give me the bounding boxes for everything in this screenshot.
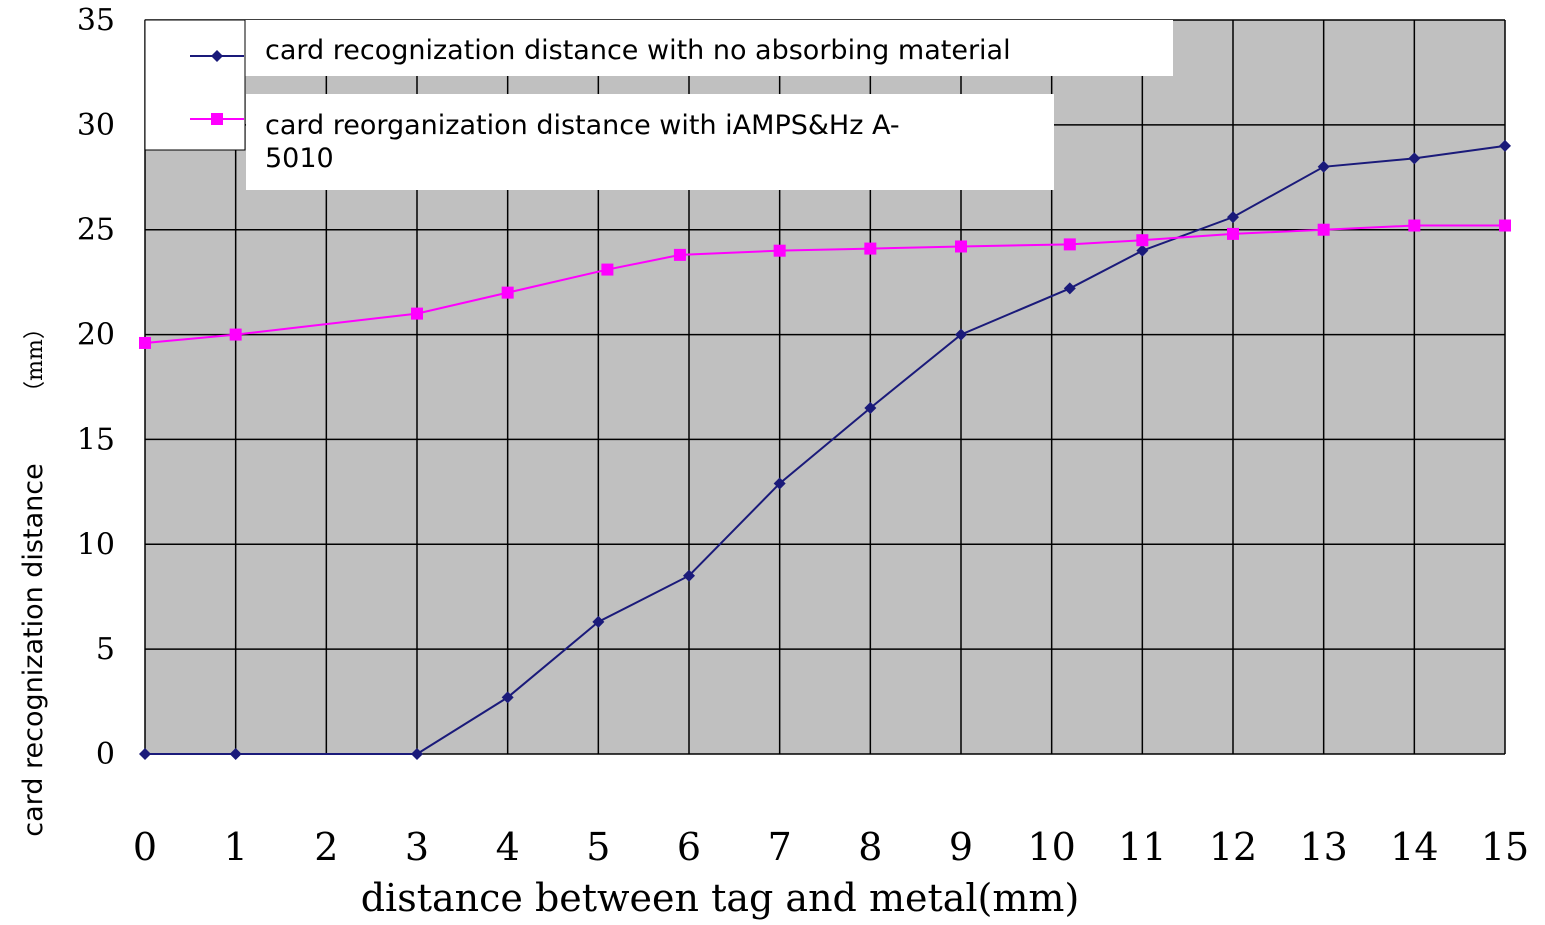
y-tick-label: 0 (96, 737, 115, 772)
data-point (773, 244, 786, 257)
x-tick-label: 7 (768, 825, 792, 869)
data-point (229, 748, 242, 760)
data-point (1227, 211, 1239, 224)
data-point (501, 286, 514, 299)
x-tick-label: 3 (405, 825, 429, 869)
data-point (1499, 139, 1511, 152)
x-tick-label: 2 (314, 825, 338, 869)
data-point (773, 477, 786, 490)
x-tick-label: 4 (496, 825, 520, 869)
y-tick-label: 5 (96, 632, 115, 667)
data-point (411, 307, 423, 320)
y-tick-label: 35 (77, 3, 115, 38)
data-point (411, 748, 423, 760)
x-tick-label: 6 (677, 825, 701, 869)
legend-box-1 (145, 20, 1173, 76)
data-point (683, 569, 695, 582)
data-point (1136, 234, 1149, 247)
x-tick-label: 15 (1481, 825, 1529, 869)
legend-label-series-1: card recognization distance with no abso… (265, 35, 1011, 66)
data-point (864, 242, 877, 255)
legend-marker-series-1 (211, 50, 223, 62)
x-tick-label: 8 (858, 825, 882, 869)
x-tick-label: 0 (133, 825, 157, 869)
x-tick-label: 5 (586, 825, 610, 869)
data-point (139, 748, 151, 760)
data-point (592, 615, 605, 628)
data-point (1408, 152, 1421, 165)
y-axis-unit: （mm） (23, 317, 48, 403)
y-tick-label: 20 (77, 318, 115, 353)
data-point (864, 401, 877, 414)
data-point (501, 691, 514, 704)
legend-label-series-2: card reorganization distance with iAMPS&… (265, 110, 900, 174)
x-tick-label: 11 (1118, 825, 1166, 869)
legend-marker-series-2 (211, 113, 223, 125)
data-point (139, 336, 151, 349)
series-group (139, 139, 1511, 760)
y-tick-label: 25 (77, 213, 115, 248)
data-point (1136, 244, 1149, 257)
series-1 (139, 139, 1511, 760)
y-tick-label: 10 (77, 527, 115, 562)
data-point (1063, 282, 1076, 295)
data-point (673, 248, 686, 261)
data-point (1317, 160, 1330, 173)
legend: card recognization distance with no abso… (144, 19, 1173, 190)
x-tick-label: 10 (1027, 825, 1075, 869)
x-tick-label: 12 (1209, 825, 1257, 869)
x-tick-label: 13 (1299, 825, 1347, 869)
data-point (601, 263, 614, 276)
data-point (1227, 227, 1239, 240)
y-axis-label: card recognization distance (18, 463, 49, 836)
data-point (955, 240, 967, 253)
data-point (1317, 223, 1330, 236)
data-point (955, 328, 967, 341)
y-tick-label: 15 (77, 422, 115, 457)
x-tick-label: 9 (949, 825, 973, 869)
legend-box-left (144, 19, 246, 151)
x-tick-label: 1 (224, 825, 248, 869)
y-tick-labels: 0 5 10 15 20 25 30 35 (77, 3, 115, 772)
series-2 (139, 219, 1511, 349)
legend-box-2 (246, 94, 1054, 190)
x-tick-labels: 0 1 2 3 4 5 6 7 8 9 10 11 12 13 14 15 (133, 825, 1529, 869)
data-point (1499, 219, 1511, 232)
y-tick-label: 30 (77, 108, 115, 143)
data-point (229, 328, 242, 341)
x-tick-label: 14 (1390, 825, 1438, 869)
data-point (1063, 238, 1076, 251)
x-axis-label: distance between tag and metal(mm) (361, 876, 1080, 920)
data-point (1408, 219, 1421, 232)
